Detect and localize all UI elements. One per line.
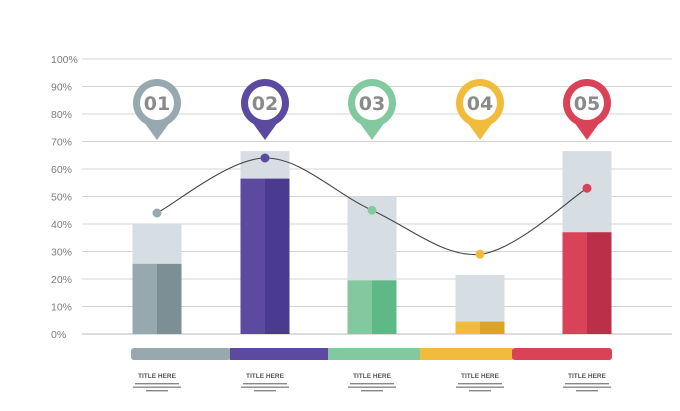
pin-inner <box>140 86 174 120</box>
y-tick-label: 50% <box>51 192 72 204</box>
bar-fill <box>240 178 265 334</box>
item-title: TITLE HERE <box>353 373 392 380</box>
bar-fill-shade <box>372 280 397 334</box>
item-description-line <box>133 386 181 388</box>
item-title: TITLE HERE <box>568 373 607 380</box>
item-description-line <box>241 386 289 388</box>
legend-strip-segment <box>420 348 513 360</box>
pin-tail <box>574 122 600 140</box>
y-tick-label: 60% <box>51 164 72 176</box>
item-description-line <box>361 390 383 392</box>
item-description-line <box>348 386 396 388</box>
bar-fill <box>347 280 372 334</box>
pin-tail <box>252 122 278 140</box>
legend-strip-segment <box>230 348 329 360</box>
bar-fill-shade <box>587 232 612 334</box>
y-tick-label: 10% <box>51 302 72 314</box>
item-description-line <box>243 383 287 385</box>
item-title: TITLE HERE <box>246 373 285 380</box>
item-description-line <box>350 383 394 385</box>
item-description-line <box>135 383 179 385</box>
item-description-line <box>456 386 504 388</box>
bar-fill <box>455 321 480 334</box>
pin-inner <box>248 86 282 120</box>
y-tick-label: 30% <box>51 247 72 259</box>
bar-fill <box>562 232 587 334</box>
bar-fill-shade <box>480 321 505 334</box>
y-tick-label: 0% <box>51 329 66 341</box>
pin-inner <box>570 86 604 120</box>
y-tick-label: 80% <box>51 109 72 121</box>
bar-fill-shade <box>157 263 182 334</box>
bar-fill <box>132 263 157 334</box>
legend-strip-segment <box>131 348 231 360</box>
pin-label: 04 <box>467 93 493 115</box>
item-description-line <box>565 383 609 385</box>
y-tick-label: 70% <box>51 137 72 149</box>
item-title: TITLE HERE <box>138 373 177 380</box>
line-point <box>367 205 377 215</box>
legend-strip-segment <box>512 348 612 360</box>
bar-fill-shade <box>265 178 290 334</box>
item-description-line <box>469 390 491 392</box>
pin-label: 03 <box>359 93 385 115</box>
item-description-line <box>576 390 598 392</box>
item-description-line <box>458 383 502 385</box>
line-point <box>260 153 270 163</box>
item-description-line <box>254 390 276 392</box>
line-point <box>582 183 592 193</box>
pin-tail <box>359 122 385 140</box>
line-point <box>152 208 162 218</box>
y-tick-label: 20% <box>51 274 72 286</box>
y-tick-label: 100% <box>51 54 78 66</box>
pin-label: 01 <box>144 93 170 115</box>
y-tick-label: 90% <box>51 82 72 94</box>
pin-label: 02 <box>252 93 278 115</box>
legend-strip-segment <box>328 348 421 360</box>
pin-inner <box>463 86 497 120</box>
pin-label: 05 <box>574 93 600 115</box>
pin-tail <box>144 122 170 140</box>
pin-inner <box>355 86 389 120</box>
item-description-line <box>146 390 168 392</box>
y-tick-label: 40% <box>51 219 72 231</box>
item-description-line <box>563 386 611 388</box>
line-point <box>475 249 485 259</box>
pin-tail <box>467 122 493 140</box>
item-title: TITLE HERE <box>461 373 500 380</box>
